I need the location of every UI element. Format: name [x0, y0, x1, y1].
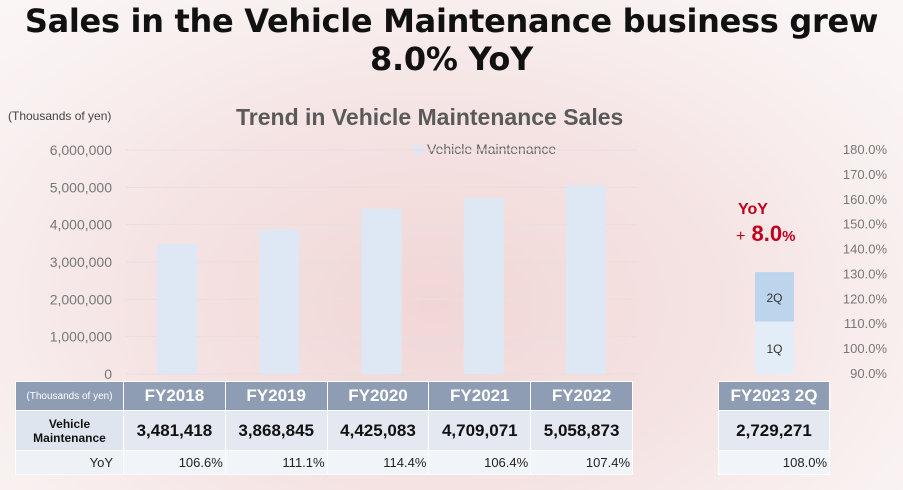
table-cell-yoy: 107.4%: [530, 450, 633, 475]
bar-fy2019: [259, 229, 300, 374]
slide-title: Sales in the Vehicle Maintenance busines…: [24, 2, 879, 78]
row-label-yoy: YoY: [15, 450, 124, 475]
fy2023-sales-cell: 2,729,271: [718, 410, 830, 451]
y-tick-label: 2,000,000: [50, 291, 112, 307]
y-tick-label: 4,000,000: [50, 217, 112, 233]
table-unit-header: (Thousands of yen): [15, 381, 124, 411]
table-cell-yoy: 106.6%: [123, 450, 226, 475]
table-cell-sales: 3,868,845: [224, 410, 328, 451]
table-cell-sales: 5,058,873: [530, 410, 633, 451]
bar-fy2021: [463, 198, 504, 374]
table-year-header: FY2021: [428, 381, 532, 411]
table-cell-yoy: 111.1%: [224, 450, 328, 475]
y2-tick-label: 160.0%: [843, 192, 888, 207]
table-year-header: FY2020: [326, 381, 430, 411]
y2-tick-label: 180.0%: [843, 142, 888, 157]
chart-title: Trend in Vehicle Maintenance Sales: [236, 104, 624, 130]
y2-tick-label: 120.0%: [843, 291, 888, 306]
bar-fy2022: [565, 185, 606, 374]
yoy-callout: YoY + 8.0%: [736, 200, 795, 251]
table-cell-sales: 3,481,418: [123, 410, 226, 451]
yoy-percent-sign: %: [782, 228, 796, 245]
y2-tick-label: 100.0%: [843, 341, 888, 356]
sales-data-table: (Thousands of yen) FY2018 FY2019 FY2020 …: [15, 381, 633, 475]
y-tick-label: 3,000,000: [50, 254, 112, 270]
table-header-row: (Thousands of yen) FY2018 FY2019 FY2020 …: [15, 381, 633, 411]
fy2023-yoy-cell: 108.0%: [718, 450, 830, 475]
chart-legend: Vehicle Maintenance: [414, 141, 556, 157]
fy2023-bar-1q: [755, 321, 794, 374]
fy2023-table: FY2023 2Q 2,729,271 108.0%: [718, 381, 830, 475]
y-tick-label: 1,000,000: [50, 329, 112, 345]
table-cell-sales: 4,709,071: [428, 410, 532, 451]
fy2023-segment-label: 1Q: [766, 342, 782, 356]
legend-label: Vehicle Maintenance: [427, 141, 557, 157]
y2-tick-label: 90.0%: [850, 366, 887, 381]
y2-tick-label: 170.0%: [843, 167, 888, 182]
row-label-vehicle-maintenance: Vehicle Maintenance: [15, 410, 124, 451]
table-year-header: FY2022: [530, 381, 633, 411]
y-tick-label: 0: [104, 366, 112, 382]
bar-fy2018: [157, 244, 198, 374]
bar-fy2020: [361, 208, 402, 374]
y-tick-label: 6,000,000: [50, 142, 112, 158]
y-tick-label: 5,000,000: [50, 179, 112, 195]
fy2023-header: FY2023 2Q: [718, 381, 830, 411]
yoy-plus-sign: +: [736, 228, 746, 245]
yoy-callout-value: + 8.0%: [736, 220, 795, 251]
yoy-callout-title: YoY: [738, 201, 768, 218]
table-row-sales: Vehicle Maintenance 3,481,418 3,868,845 …: [15, 410, 633, 451]
chart-plot: 6,000,000 5,000,000 4,000,000 3,000,000 2,00…: [50, 142, 888, 382]
table-cell-yoy: 114.4%: [326, 450, 430, 475]
legend-swatch: [414, 144, 423, 154]
table-year-header: FY2019: [224, 381, 328, 411]
yoy-number: 8.0: [751, 221, 783, 246]
y2-tick-label: 130.0%: [843, 266, 888, 281]
y-axis-unit-label: (Thousands of yen): [8, 109, 112, 123]
table-cell-sales: 4,425,083: [326, 410, 430, 451]
table-year-header: FY2018: [123, 381, 226, 411]
y2-tick-label: 140.0%: [843, 242, 888, 257]
y2-tick-label: 150.0%: [843, 217, 888, 232]
table-cell-yoy: 106.4%: [428, 450, 532, 475]
fy2023-segment-label: 2Q: [766, 291, 782, 305]
fy2023-bar-2q: [755, 272, 794, 322]
y2-tick-label: 110.0%: [844, 316, 888, 331]
table-row-yoy: YoY 106.6% 111.1% 114.4% 106.4% 107.4%: [15, 450, 633, 475]
